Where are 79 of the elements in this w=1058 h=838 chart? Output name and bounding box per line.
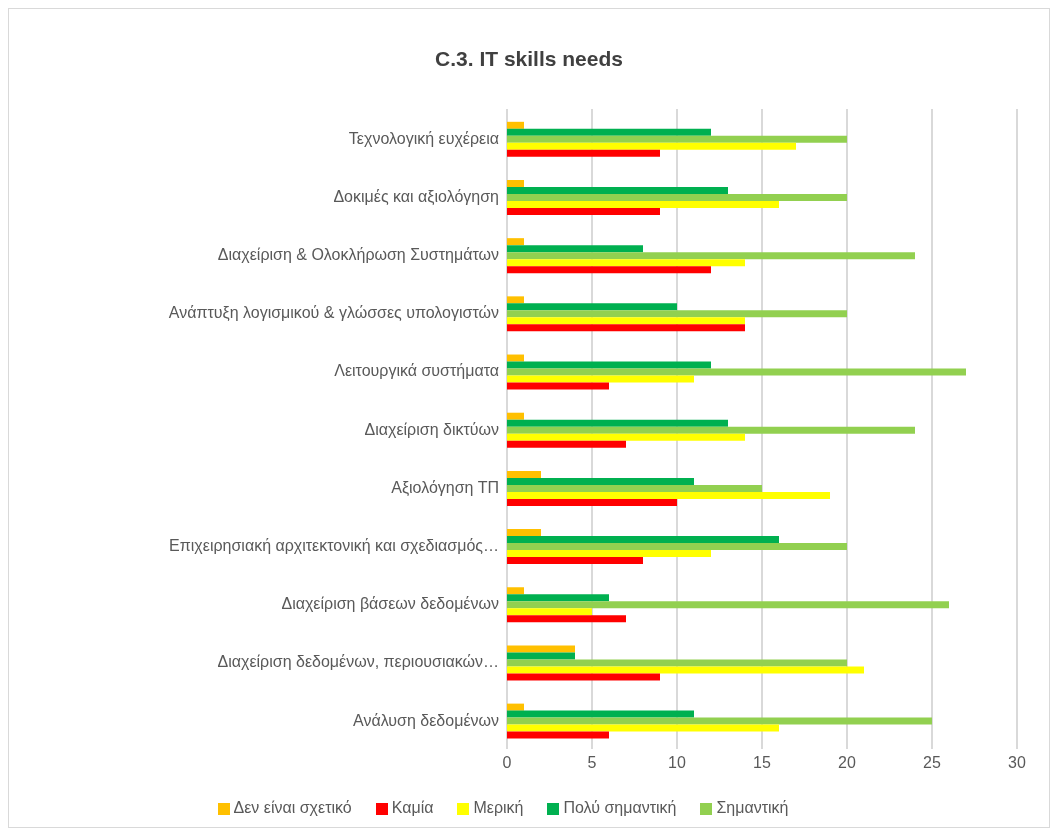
legend-label: Δεν είναι σχετικό — [233, 799, 352, 816]
bar — [507, 666, 864, 674]
bar — [507, 179, 524, 187]
y-tick-label: Δοκιμές και αξιολόγηση — [333, 187, 499, 206]
bar — [507, 673, 660, 681]
bar — [507, 142, 796, 150]
legend-label: Καμία — [391, 799, 434, 816]
bar — [507, 412, 524, 420]
x-tick-label: 5 — [587, 754, 597, 772]
x-tick-label: 25 — [923, 754, 941, 772]
bar — [507, 310, 847, 318]
y-tick-label: Λειτουργικά συστήματα — [334, 362, 499, 380]
x-tick-label: 20 — [838, 754, 856, 772]
bar — [507, 317, 745, 325]
bar — [507, 324, 745, 332]
bar — [507, 266, 711, 274]
bar — [507, 419, 728, 427]
bar — [507, 193, 847, 201]
bar — [507, 238, 524, 246]
bar — [507, 645, 575, 653]
bar — [507, 587, 524, 595]
bar — [507, 296, 524, 304]
bar — [507, 594, 609, 602]
bar — [507, 731, 609, 739]
y-tick-label: Ανάλυση δεδομένων — [353, 711, 499, 729]
x-tick-label: 0 — [502, 754, 512, 772]
bar — [507, 207, 660, 215]
y-tick-label: Τεχνολογική ευχέρεια — [348, 129, 499, 147]
legend-label: Πολύ σημαντική — [563, 799, 677, 816]
x-tick-label: 15 — [753, 754, 771, 772]
bar — [507, 557, 643, 565]
bar — [507, 121, 524, 129]
bar — [507, 710, 694, 718]
legend-label: Μερική — [473, 799, 524, 816]
bar — [507, 375, 694, 383]
bar — [507, 491, 830, 499]
x-tick-label: 10 — [668, 754, 686, 772]
bar — [507, 529, 541, 537]
bar — [507, 608, 592, 616]
bar — [507, 724, 779, 732]
bar — [507, 382, 609, 390]
bar — [507, 550, 711, 558]
bar — [507, 484, 762, 492]
y-tick-label: Ανάπτυξη λογισμικού & γλώσσες υπολογιστών — [168, 304, 499, 323]
bar — [507, 652, 575, 660]
bar — [507, 433, 745, 441]
bar — [507, 259, 745, 267]
bar — [507, 659, 847, 667]
bar — [507, 128, 711, 136]
bar — [507, 543, 847, 551]
bar — [507, 200, 779, 208]
bar — [507, 303, 677, 311]
bar — [507, 252, 915, 260]
bar — [507, 470, 541, 478]
bar — [507, 361, 711, 369]
y-tick-label: Επιχειρησιακή αρχιτεκτονική και σχεδιασμός… — [169, 537, 499, 555]
bar — [507, 498, 677, 506]
bar — [507, 135, 847, 143]
bar — [507, 149, 660, 157]
y-tick-label: Διαχείριση & Ολοκλήρωση Συστημάτων — [217, 246, 499, 264]
bar — [507, 440, 626, 448]
bar — [507, 601, 949, 609]
chart-title: C.3. IT skills needs — [434, 47, 624, 72]
bar — [507, 426, 915, 434]
x-tick-label: 30 — [1008, 754, 1026, 772]
bar — [507, 186, 728, 194]
bar — [507, 477, 694, 485]
legend-label: Σημαντική — [716, 799, 789, 816]
bar — [507, 717, 932, 725]
y-tick-label: Διαχείριση δεδομένων, περιουσιακών… — [217, 653, 499, 671]
y-tick-label: Αξιολόγηση ΤΠ — [391, 478, 499, 497]
bar — [507, 615, 626, 623]
bar — [507, 354, 524, 362]
bar — [507, 245, 643, 253]
bar — [507, 703, 524, 711]
bar — [507, 368, 966, 376]
y-tick-label: Διαχείριση δικτύων — [364, 420, 499, 438]
y-tick-label: Διαχείριση βάσεων δεδομένων — [281, 595, 499, 613]
bar — [507, 536, 779, 544]
